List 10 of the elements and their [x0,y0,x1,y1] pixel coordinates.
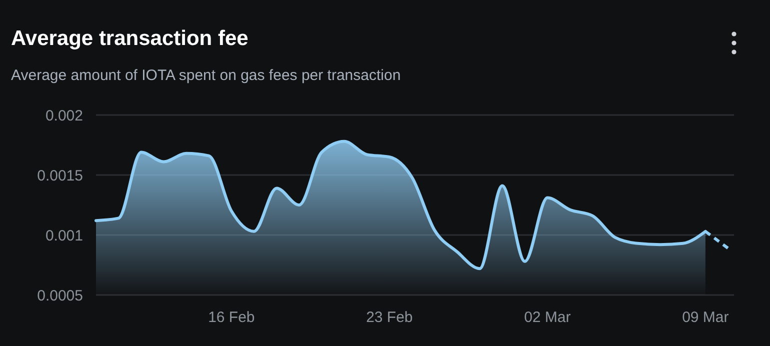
x-tick-label: 02 Mar [524,309,571,326]
y-tick-label: 0.002 [45,107,83,124]
x-tick-label: 16 Feb [208,309,255,326]
x-tick-label: 23 Feb [366,309,413,326]
y-tick-label: 0.0015 [37,167,83,184]
y-tick-label: 0.0005 [37,287,83,304]
chart-title: Average transaction fee [11,27,248,50]
chart-subtitle: Average amount of IOTA spent on gas fees per transaction [11,67,401,84]
y-tick-label: 0.001 [45,227,83,244]
x-tick-label: 09 Mar [682,309,729,326]
